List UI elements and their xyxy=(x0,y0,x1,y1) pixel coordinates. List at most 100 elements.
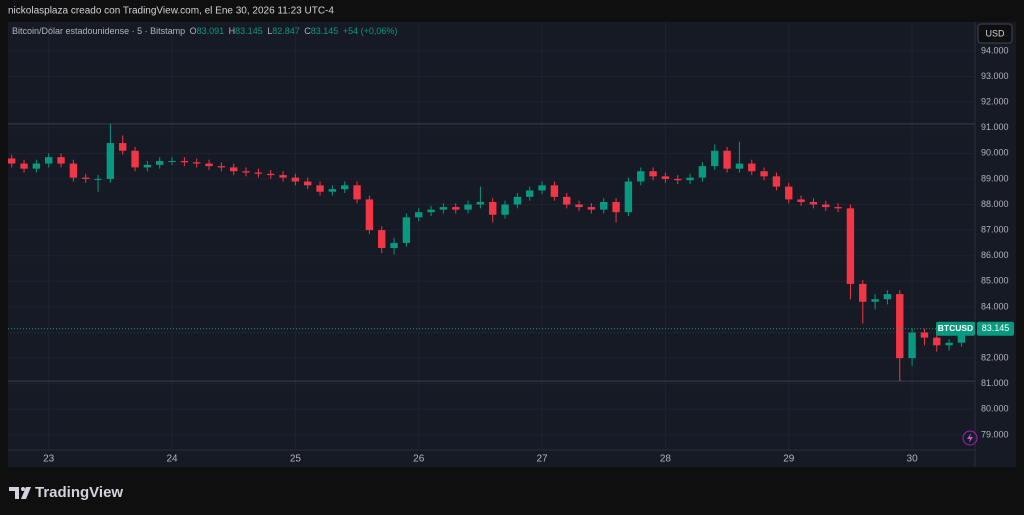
candle-body xyxy=(341,185,349,190)
candle-body xyxy=(735,163,744,169)
candle-body xyxy=(624,181,633,213)
candle-body xyxy=(859,283,867,302)
y-tick-label: 90.000 xyxy=(981,148,1009,158)
candle-body xyxy=(760,171,768,177)
last-price-label: 83.145 xyxy=(982,323,1010,333)
candle-body xyxy=(57,157,65,164)
open-value: 83.091 xyxy=(197,26,225,36)
candle-body xyxy=(415,212,423,218)
last-price-symbol-box xyxy=(936,321,975,336)
candle-body xyxy=(809,201,818,205)
y-tick-label: 82.000 xyxy=(981,352,1009,362)
candle-body xyxy=(156,160,164,165)
x-tick-label: 30 xyxy=(907,454,919,465)
candle-body xyxy=(106,143,115,179)
candle-body xyxy=(8,158,16,164)
currency-label[interactable]: USD xyxy=(985,28,1005,38)
candle-body xyxy=(69,163,78,178)
candle-body xyxy=(230,167,238,172)
candle-body xyxy=(20,163,28,169)
candle-body xyxy=(217,166,226,168)
candle-body xyxy=(612,201,620,213)
axes: 79.00080.00081.00082.00083.00084.00085.0… xyxy=(43,45,1014,465)
low-value: 82.847 xyxy=(272,26,300,36)
low-label: L xyxy=(267,26,272,36)
candle-body xyxy=(526,190,534,197)
logo-dot xyxy=(21,487,25,491)
candle-body xyxy=(82,177,90,179)
alert-icon-bolt xyxy=(967,433,973,443)
candle-body xyxy=(587,207,596,210)
y-tick-label: 86.000 xyxy=(981,250,1009,260)
candle-body xyxy=(452,207,460,210)
candle-body xyxy=(279,175,287,178)
x-tick-label: 24 xyxy=(166,454,178,465)
y-tick-label: 81.000 xyxy=(981,378,1009,388)
attribution: nickolasplaza creado con TradingView.com… xyxy=(8,6,334,17)
candle-body xyxy=(908,332,916,359)
candle-body xyxy=(316,185,324,192)
candle-body xyxy=(267,173,275,176)
candle-body xyxy=(464,204,472,210)
candle-body xyxy=(353,185,361,200)
logo-mark xyxy=(9,487,19,499)
y-tick-label: 84.000 xyxy=(981,301,1009,311)
candle-body xyxy=(304,181,312,186)
close-label: C xyxy=(304,26,311,36)
candle-body xyxy=(698,166,707,178)
candle-body xyxy=(661,176,670,179)
candle-body xyxy=(242,171,250,173)
symbol: Bitcoin/Dólar estadounidense · 5 · Bitst… xyxy=(12,26,185,36)
x-tick-label: 27 xyxy=(537,454,549,465)
candle-body xyxy=(563,196,571,205)
candle-body xyxy=(538,185,546,191)
candle-body xyxy=(674,178,682,181)
candle-body xyxy=(600,201,608,210)
y-tick-label: 88.000 xyxy=(981,199,1009,209)
candle-body xyxy=(637,171,645,182)
candle-body xyxy=(723,150,731,169)
x-tick-label: 23 xyxy=(43,454,55,465)
brand: TradingView xyxy=(35,484,123,501)
y-tick-label: 92.000 xyxy=(981,96,1009,106)
last-price-symbol: BTCUSD xyxy=(938,323,973,333)
y-tick-label: 87.000 xyxy=(981,224,1009,234)
candle-body xyxy=(772,176,781,187)
alert-icon[interactable] xyxy=(962,430,978,446)
y-tick-label: 89.000 xyxy=(981,173,1009,183)
candle-body xyxy=(143,164,152,168)
y-tick-label: 80.000 xyxy=(981,404,1009,414)
candle-body xyxy=(649,171,657,177)
candle-body xyxy=(822,204,830,208)
candle-body xyxy=(365,199,374,231)
open-label: O xyxy=(190,26,197,36)
change: +54 (+0,06%) xyxy=(343,26,398,36)
candle-body xyxy=(550,185,559,197)
candle-body xyxy=(933,337,941,346)
candle-body xyxy=(883,294,892,300)
candle-body xyxy=(945,342,953,346)
candle-body xyxy=(390,242,398,249)
candle-body xyxy=(785,186,793,200)
candle-body xyxy=(501,204,509,215)
y-tick-label: 91.000 xyxy=(981,122,1009,132)
candle-body xyxy=(513,196,522,205)
candle-body xyxy=(168,160,176,162)
currency-button[interactable] xyxy=(977,23,1013,44)
logo-mark-2 xyxy=(21,487,31,499)
plot xyxy=(8,123,975,382)
candle-body xyxy=(748,163,756,172)
x-tick-label: 28 xyxy=(660,454,672,465)
candle-body xyxy=(193,162,201,164)
high-value: 83.145 xyxy=(235,26,263,36)
candle-body xyxy=(871,299,879,302)
candle-body xyxy=(489,201,497,215)
y-tick-label: 85.000 xyxy=(981,276,1009,286)
candle-body xyxy=(180,160,189,163)
chart-panel xyxy=(8,22,1016,467)
candle-body xyxy=(476,201,485,205)
x-tick-label: 25 xyxy=(290,454,302,465)
candle-body xyxy=(254,172,263,174)
candle-body xyxy=(797,199,805,202)
candle-body xyxy=(131,150,139,168)
